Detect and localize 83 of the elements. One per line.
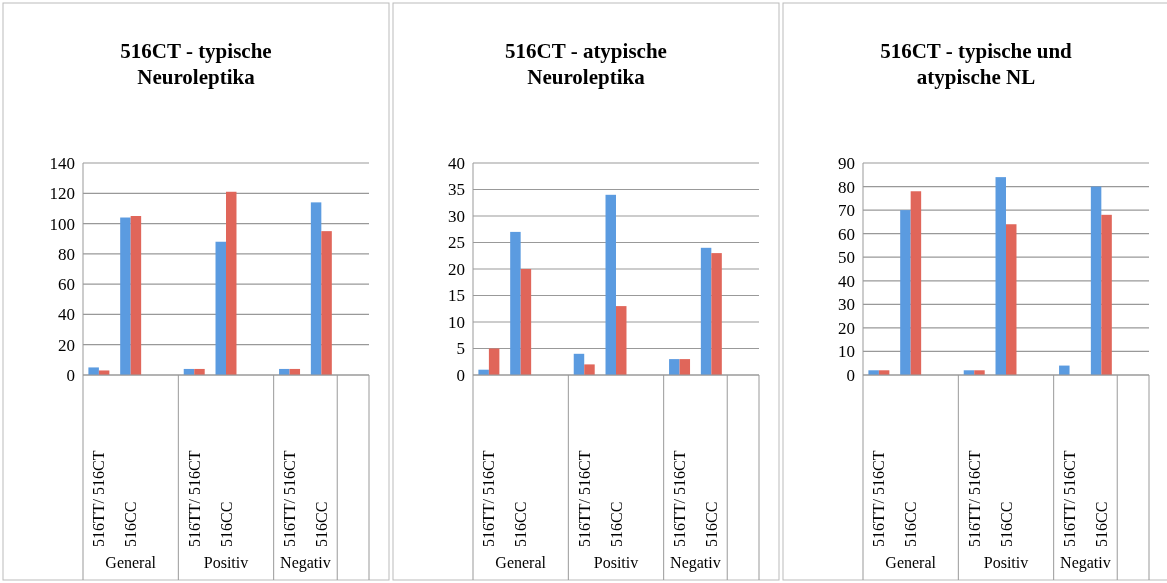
y-tick-label: 60 — [838, 224, 855, 244]
y-tick-label: 20 — [838, 318, 855, 338]
text: General — [105, 554, 157, 571]
chart-title: 516CT - atypische Neuroleptika — [505, 39, 667, 89]
bar — [711, 253, 722, 375]
x-tick-label: 516TT/ 516CT — [870, 450, 888, 547]
x-tick-label: 516CC — [312, 501, 330, 547]
x-tick-label: 516TT/ 516CT — [480, 450, 498, 547]
bar — [995, 177, 1006, 375]
bar — [510, 231, 521, 375]
y-tick-label: 20 — [58, 335, 75, 355]
bar — [321, 231, 332, 375]
text: General — [495, 554, 547, 571]
bar — [910, 191, 922, 375]
y-tick-label: 40 — [58, 305, 75, 325]
bar — [900, 210, 911, 375]
text: Negativ — [280, 554, 331, 572]
y-tick-label: 140 — [49, 153, 75, 173]
y-tick-label: 0 — [456, 365, 465, 385]
bar — [573, 353, 585, 375]
y-tick-label: 0 — [846, 365, 855, 385]
y-tick-label: 0 — [66, 365, 75, 385]
text: Positiv — [593, 554, 639, 571]
x-tick-label: 516CC — [902, 501, 920, 547]
bar — [1006, 224, 1017, 375]
x-tick-label: 516CC — [702, 501, 720, 547]
x-tick-label: 516CC — [997, 501, 1015, 547]
bar — [215, 241, 226, 375]
y-tick-label: 30 — [448, 206, 465, 226]
text: General — [885, 554, 937, 571]
y-tick-label: 70 — [838, 201, 855, 221]
text: Positiv — [203, 554, 249, 571]
bar — [679, 359, 691, 375]
text: Negativ — [1060, 554, 1111, 572]
bar — [868, 370, 879, 375]
bar — [130, 216, 142, 375]
bar — [700, 247, 712, 375]
y-tick-label: 5 — [456, 339, 465, 359]
chart-title: 516CT - typische Neuroleptika — [120, 39, 272, 89]
y-tick-label: 10 — [448, 312, 465, 332]
y-tick-label: 20 — [448, 259, 465, 279]
text: Positiv — [983, 554, 1029, 571]
bar — [616, 306, 627, 375]
x-tick-label: 516TT/ 516CT — [671, 450, 689, 547]
y-tick-label: 40 — [448, 153, 465, 173]
x-tick-label: 516CC — [512, 501, 530, 547]
x-tick-label: 516TT/ 516CT — [965, 450, 983, 547]
bar — [120, 217, 131, 375]
x-tick-label: 516CC — [607, 501, 625, 547]
y-tick-label: 50 — [838, 248, 855, 268]
text: Negativ — [670, 554, 721, 572]
y-tick-label: 15 — [448, 286, 465, 306]
bar — [1101, 214, 1112, 375]
y-tick-label: 120 — [49, 184, 75, 204]
x-tick-label: 516CC — [1092, 501, 1110, 547]
y-tick-label: 25 — [448, 233, 465, 253]
x-tick-label: 516TT/ 516CT — [185, 450, 203, 547]
y-tick-label: 30 — [838, 295, 855, 315]
y-tick-label: 90 — [838, 153, 855, 173]
x-tick-label: 516CC — [122, 501, 140, 547]
bar — [88, 367, 99, 375]
bar — [520, 269, 532, 375]
bar — [605, 194, 616, 375]
bar — [974, 370, 985, 375]
x-tick-label: 516TT/ 516CT — [1061, 450, 1079, 547]
bar — [584, 364, 595, 375]
y-tick-label: 60 — [58, 275, 75, 295]
y-tick-label: 100 — [49, 214, 75, 234]
chart-title: 516CT - typische und atypische NL — [880, 39, 1073, 89]
y-tick-label: 40 — [838, 271, 855, 291]
bar — [488, 348, 500, 375]
x-tick-label: 516TT/ 516CT — [281, 450, 299, 547]
x-tick-label: 516TT/ 516CT — [90, 450, 108, 547]
bar — [1090, 186, 1102, 375]
bar — [310, 202, 322, 375]
x-tick-label: 516TT/ 516CT — [575, 450, 593, 547]
y-tick-label: 10 — [838, 342, 855, 362]
y-tick-label: 35 — [448, 180, 465, 200]
y-tick-label: 80 — [58, 244, 75, 264]
bar — [226, 191, 237, 375]
x-tick-label: 516CC — [217, 501, 235, 547]
y-tick-label: 80 — [838, 177, 855, 197]
bar — [669, 359, 680, 375]
